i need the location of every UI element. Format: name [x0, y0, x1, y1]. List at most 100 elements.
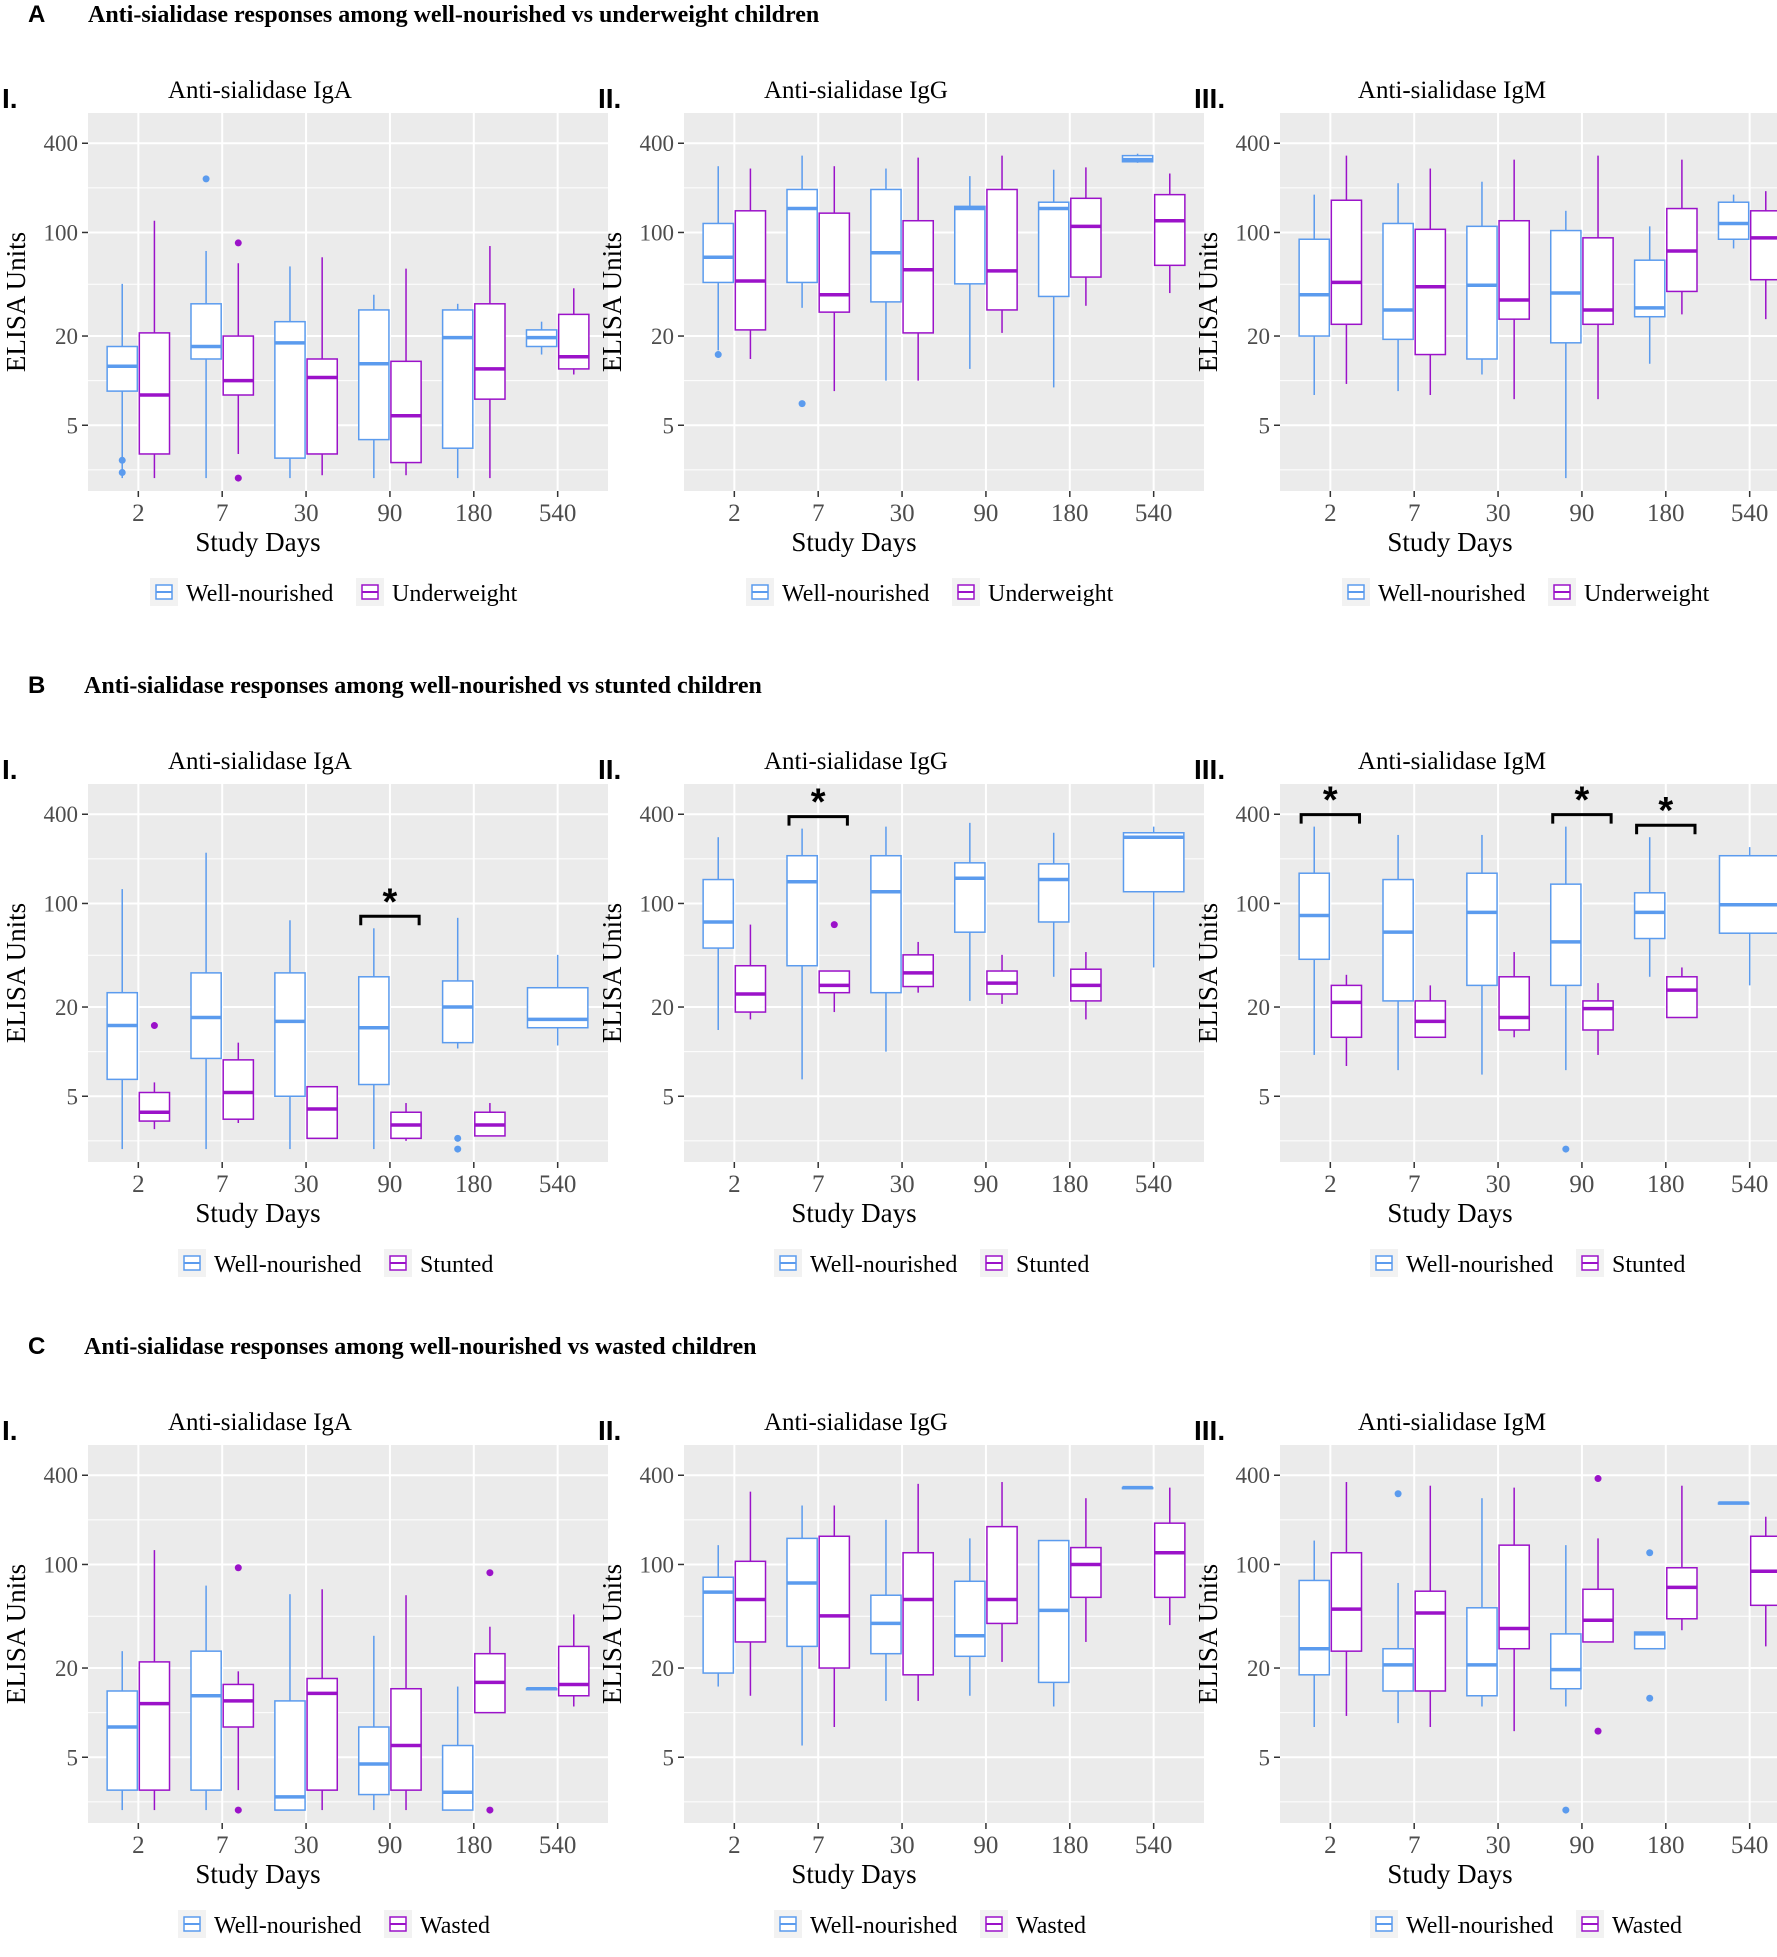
iqr-box — [953, 205, 986, 285]
x-tick-label: 30 — [294, 500, 319, 527]
iqr-box — [786, 854, 818, 967]
x-tick-label: 180 — [1051, 1171, 1089, 1198]
x-tick-label: 90 — [973, 1171, 998, 1198]
bracket-line — [359, 914, 421, 926]
box-wasted-day-90 — [986, 1482, 1018, 1662]
box-well-nourished-day-30 — [1466, 181, 1498, 375]
bracket-line — [1299, 813, 1362, 824]
box-underweight-day-180 — [1666, 159, 1698, 315]
outlier-point — [150, 1022, 158, 1030]
iqr-box — [390, 1687, 422, 1791]
y-tick-label: 100 — [640, 1552, 675, 1577]
panel-roman-numeral: I. — [2, 83, 18, 114]
iqr-box — [1382, 878, 1414, 1002]
box-well-nourished-day-90 — [953, 822, 986, 1001]
box-well-nourished-day-2 — [106, 889, 139, 1150]
box-stunted-day-2 — [1330, 974, 1363, 1067]
legend: Well-nourished Underweight — [150, 578, 518, 607]
box-well-nourished-day-90 — [1549, 210, 1582, 479]
box-well-nourished-day-90 — [953, 1538, 986, 1696]
x-tick-label: 180 — [1647, 500, 1685, 527]
iqr-box — [1382, 222, 1414, 341]
box-stunted-day-2 — [734, 924, 767, 1020]
box-underweight-day-90 — [1582, 155, 1614, 400]
plot-panel — [684, 113, 1204, 491]
x-tick-label: 2 — [728, 1832, 741, 1859]
iqr-box — [953, 1580, 986, 1658]
y-axis-label: ELISA Units — [597, 1564, 627, 1704]
x-tick-label: 540 — [539, 1832, 577, 1859]
iqr-box — [190, 303, 222, 360]
box-well-nourished-day-180 — [1037, 832, 1070, 977]
y-axis-label: ELISA Units — [597, 903, 627, 1043]
iqr-box — [1582, 1588, 1614, 1643]
box-underweight-day-180 — [1070, 167, 1102, 306]
y-axis-label: ELISA Units — [1, 903, 31, 1043]
chart-title: Anti-sialidase IgM — [1358, 77, 1546, 104]
chart-panel-B-1: I. Anti-sialidase IgA 5 20 100 400 2 7 30 90 180 54… — [1, 748, 608, 1278]
box-well-nourished-day-7 — [1382, 1490, 1414, 1724]
iqr-box — [702, 222, 735, 284]
chart-panel-C-1: I. Anti-sialidase IgA 5 20 100 400 2 7 30 90 180 54… — [1, 1409, 608, 1939]
iqr-box — [734, 1560, 767, 1643]
x-axis-label: Study Days — [195, 527, 320, 557]
box-underweight-day-2 — [734, 168, 767, 359]
legend-label-well-nourished: Well-nourished — [1378, 581, 1525, 607]
iqr-box — [441, 980, 474, 1044]
x-axis-label: Study Days — [791, 1859, 916, 1889]
outlier-point — [118, 468, 126, 476]
box-stunted-day-7 — [222, 1042, 255, 1123]
iqr-box — [818, 212, 851, 313]
outlier-point — [714, 351, 722, 359]
iqr-box — [786, 1537, 818, 1648]
significance-bracket: * — [1635, 790, 1697, 835]
y-tick-label: 400 — [44, 802, 79, 827]
y-tick-label: 400 — [640, 1463, 675, 1488]
section-heading: Anti-sialidase responses among well-nour… — [84, 1334, 757, 1360]
x-axis-label: Study Days — [791, 1198, 916, 1228]
box-wasted-day-7 — [1414, 1485, 1447, 1728]
iqr-box — [138, 1091, 171, 1122]
plot-panel — [684, 1445, 1204, 1823]
x-axis-label: Study Days — [1387, 527, 1512, 557]
box-well-nourished-day-90 — [953, 176, 986, 369]
legend: Well-nourished Stunted — [774, 1249, 1089, 1278]
iqr-box — [441, 1744, 474, 1811]
iqr-box — [306, 1085, 339, 1140]
x-tick-label: 90 — [973, 500, 998, 527]
iqr-box — [1414, 1000, 1447, 1039]
iqr-box — [818, 1535, 851, 1669]
y-axis-label: ELISA Units — [1193, 903, 1223, 1043]
significance-bracket: * — [1551, 780, 1613, 824]
x-tick-label: 180 — [455, 500, 493, 527]
x-tick-label: 540 — [1135, 1832, 1173, 1859]
chart-panel-C-3: III. Anti-sialidase IgM 5 20 100 400 2 7 30 90 180… — [1193, 1409, 1777, 1939]
box-well-nourished-day-180 — [1037, 1539, 1070, 1707]
x-tick-label: 7 — [812, 1171, 825, 1198]
iqr-box — [734, 964, 767, 1013]
box-well-nourished-day-180 — [441, 1686, 474, 1811]
box-well-nourished-day-30 — [274, 920, 306, 1150]
x-tick-label: 2 — [132, 1171, 145, 1198]
box-underweight-day-30 — [902, 157, 935, 381]
y-tick-label: 20 — [55, 995, 78, 1020]
x-tick-label: 180 — [455, 1832, 493, 1859]
iqr-box — [557, 1645, 590, 1697]
legend: Well-nourished Wasted — [774, 1910, 1086, 1939]
significance-bracket: * — [1299, 780, 1362, 824]
box-well-nourished-day-180 — [441, 303, 474, 479]
box-wasted-day-180 — [1070, 1498, 1102, 1642]
iqr-box — [222, 335, 255, 396]
iqr-box — [1498, 976, 1531, 1031]
box-stunted-day-30 — [1498, 952, 1531, 1038]
y-axis-label: ELISA Units — [1, 1564, 31, 1704]
x-tick-label: 2 — [1324, 1832, 1337, 1859]
box-wasted-day-2 — [1330, 1482, 1363, 1716]
x-tick-label: 7 — [1408, 500, 1421, 527]
box-stunted-day-90 — [1582, 983, 1614, 1055]
y-tick-label: 100 — [44, 220, 79, 245]
outlier-point — [118, 456, 126, 464]
iqr-box — [1466, 225, 1498, 360]
panel-roman-numeral: I. — [2, 1415, 18, 1446]
y-tick-label: 20 — [651, 324, 674, 349]
